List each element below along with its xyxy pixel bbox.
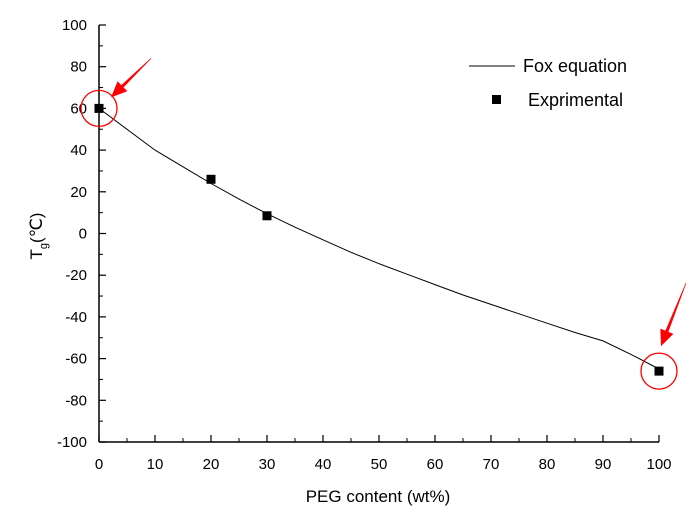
x-axis-title: PEG content (wt%) (306, 487, 451, 506)
tick-marks (98, 24, 660, 443)
highlight-arrow (111, 58, 152, 98)
x-tick-label: 90 (595, 456, 612, 473)
y-axis-title: Tg(℃) (27, 213, 50, 260)
x-tick-label: 30 (259, 456, 276, 473)
plot-series (94, 103, 664, 376)
y-axis-title-main: T (27, 249, 46, 259)
y-tick-label: -80 (65, 392, 87, 409)
y-tick-label: 20 (70, 184, 87, 201)
tick-labels: 0 10 20 30 40 50 60 70 80 90 100 -100 -80 -60 -40 -20 0 2… (57, 17, 672, 473)
y-tick-label: 60 (70, 100, 87, 117)
svg-text:Tg(℃): Tg(℃) (27, 213, 50, 260)
y-tick-label: 80 (70, 59, 87, 76)
x-tick-label: 100 (646, 456, 671, 473)
legend-marker-swatch (492, 95, 501, 104)
y-axis-title-unit: (℃) (27, 213, 46, 243)
y-tick-label: -100 (57, 434, 87, 451)
x-tick-label: 60 (427, 456, 444, 473)
y-tick-label: -20 (65, 267, 87, 284)
x-tick-label: 80 (539, 456, 556, 473)
x-tick-label: 20 (203, 456, 220, 473)
annotations (80, 58, 687, 390)
experimental-point (654, 366, 664, 376)
highlight-arrow (660, 282, 687, 347)
x-tick-label: 70 (483, 456, 500, 473)
y-tick-label: 100 (62, 17, 87, 34)
y-tick-label: 0 (79, 226, 87, 243)
experimental-point (206, 174, 216, 184)
x-tick-label: 10 (147, 456, 164, 473)
highlight-circle (640, 352, 678, 390)
y-tick-label: -40 (65, 309, 87, 326)
fox-equation-line (98, 107, 660, 370)
y-tick-label: -60 (65, 351, 87, 368)
legend-label-fox: Fox equation (523, 56, 627, 76)
x-tick-label: 50 (371, 456, 388, 473)
y-tick-label: 40 (70, 142, 87, 159)
y-axis-title-subscript: g (38, 243, 50, 249)
experimental-point (262, 211, 272, 221)
experimental-point (94, 103, 104, 113)
legend: Fox equation Exprimental (469, 56, 627, 110)
x-tick-label: 0 (95, 456, 103, 473)
legend-label-experimental: Exprimental (528, 90, 623, 110)
axes (98, 25, 659, 443)
highlight-circle (80, 89, 118, 128)
x-tick-label: 40 (315, 456, 332, 473)
